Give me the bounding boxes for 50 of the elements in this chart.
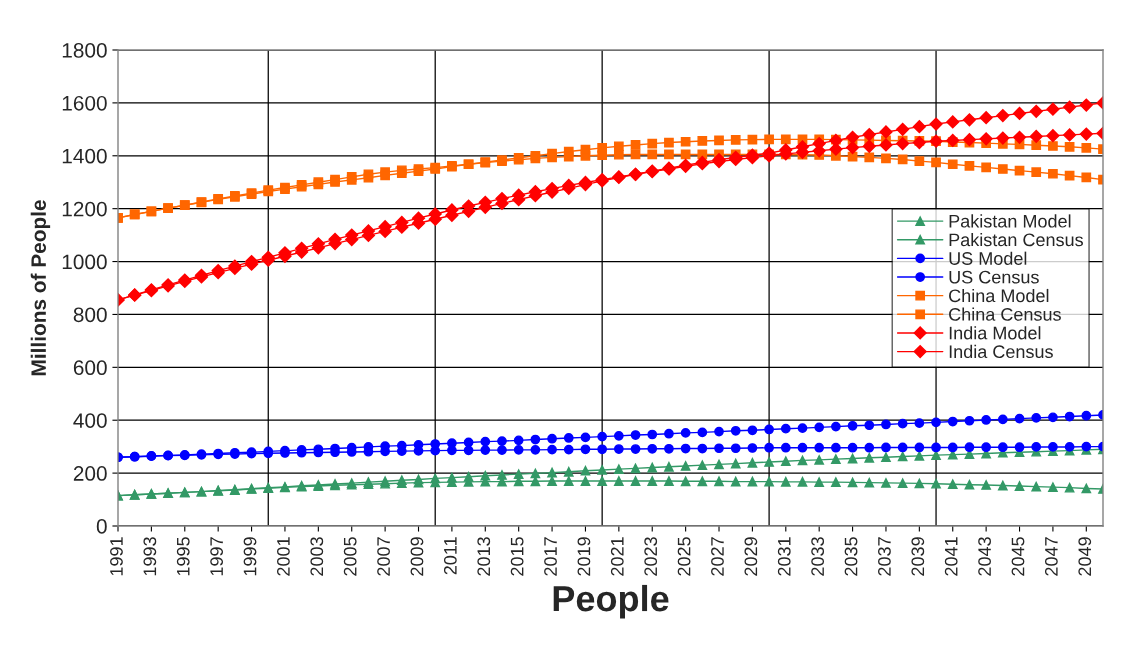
x-tick-label: 2041: [944, 537, 958, 576]
y-tick-label: 1000: [62, 254, 107, 270]
legend-label: Pakistan Model: [949, 214, 1071, 228]
legend-label: China Model: [949, 288, 1049, 303]
x-tick-label: 1999: [243, 537, 257, 576]
x-tick-label: 1993: [143, 537, 157, 576]
y-tick-label: 1600: [62, 95, 107, 111]
legend-label: India Model: [949, 326, 1041, 340]
x-tick-label: 2013: [477, 537, 491, 576]
y-axis-title: Millions of People: [30, 200, 51, 376]
y-tick-label: 0: [96, 519, 107, 534]
legend-label: US Census: [949, 270, 1039, 284]
legend-label: Pakistan Census: [949, 232, 1083, 247]
x-tick-label: 1991: [110, 537, 123, 576]
x-tick-label: 2047: [1044, 537, 1058, 576]
x-tick-label: 2023: [644, 537, 658, 576]
x-tick-label: 2007: [377, 537, 390, 576]
y-tick-label: 1400: [62, 148, 107, 164]
x-tick-label: 2049: [1078, 537, 1092, 576]
x-tick-label: 2029: [744, 537, 758, 576]
x-tick-label: 2019: [577, 537, 591, 576]
x-tick-label: 2011: [443, 537, 457, 575]
x-tick-label: 1995: [176, 537, 190, 576]
x-tick-label: 2027: [711, 537, 724, 576]
x-tick-label: 2001: [277, 537, 290, 576]
legend-label: US Model: [949, 251, 1027, 265]
x-tick-label: 2017: [544, 537, 557, 576]
x-tick-label: 1997: [210, 537, 224, 576]
legend-label: India Census: [949, 344, 1053, 359]
x-tick-label: 2015: [510, 537, 524, 576]
x-tick-label: 2009: [410, 537, 424, 576]
legend-label: China Census: [949, 307, 1061, 321]
x-tick-label: 2035: [844, 537, 858, 576]
x-tick-label: 2045: [1011, 537, 1025, 576]
x-axis-title: People: [553, 584, 669, 619]
y-tick-label: 1800: [62, 43, 107, 58]
x-tick-label: 2003: [310, 537, 324, 576]
x-tick-label: 2031: [777, 537, 791, 576]
x-tick-label: 2043: [978, 537, 991, 576]
x-tick-label: 2033: [811, 537, 825, 576]
x-tick-label: 2039: [911, 537, 925, 576]
y-tick-label: 200: [73, 466, 107, 481]
y-tick-label: 1200: [62, 201, 107, 217]
x-tick-label: 2025: [677, 537, 691, 576]
x-tick-label: 2021: [610, 537, 624, 576]
y-tick-label: 600: [73, 360, 107, 376]
y-tick-label: 800: [73, 307, 107, 323]
x-tick-label: 2037: [878, 537, 891, 576]
x-tick-label: 2005: [343, 537, 357, 576]
y-tick-label: 400: [73, 413, 107, 428]
